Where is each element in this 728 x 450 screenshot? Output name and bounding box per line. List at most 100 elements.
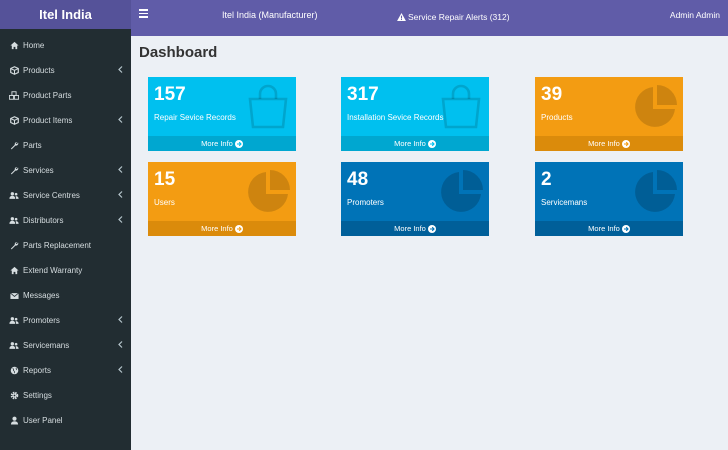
sidebar-item-label: Settings bbox=[23, 391, 52, 400]
warning-icon bbox=[397, 13, 406, 21]
sidebar-item-label: Products bbox=[23, 66, 55, 75]
pie-chart-icon bbox=[437, 168, 485, 221]
sidebar-item-label: Services bbox=[23, 166, 54, 175]
chevron-left-icon bbox=[118, 366, 123, 375]
wrench-icon bbox=[9, 141, 19, 151]
sidebar-item-label: Reports bbox=[23, 366, 52, 375]
user-icon bbox=[9, 416, 19, 426]
sidebar-item-extend-warranty[interactable]: Extend Warranty bbox=[0, 258, 131, 283]
sidebar-item-product-items[interactable]: Product Items bbox=[0, 108, 131, 133]
sidebar-item-label: Promoters bbox=[23, 316, 60, 325]
more-info-link[interactable]: More Info bbox=[148, 221, 296, 236]
sidebar-item-label: Product Items bbox=[23, 116, 73, 125]
sidebar-item-label: Distributors bbox=[23, 216, 64, 225]
arrow-circle-right-icon bbox=[234, 139, 243, 148]
cube-icon bbox=[9, 116, 19, 126]
stat-label: Products bbox=[541, 113, 573, 122]
arrow-circle-right-icon bbox=[427, 224, 436, 233]
wrench-icon bbox=[9, 166, 19, 176]
sidebar-item-home[interactable]: Home bbox=[0, 33, 131, 58]
stat-label: Promoters bbox=[347, 198, 384, 207]
sidebar-item-servicemans[interactable]: Servicemans bbox=[0, 333, 131, 358]
stat-box-repair: 157 Repair Sevice Records More Info bbox=[148, 77, 296, 151]
page-title: Dashboard bbox=[139, 44, 218, 61]
stat-label: Servicemans bbox=[541, 198, 588, 207]
sidebar-item-reports[interactable]: Reports bbox=[0, 358, 131, 383]
more-info-link[interactable]: More Info bbox=[535, 221, 683, 236]
alerts-label: Service Repair Alerts (312) bbox=[408, 12, 510, 22]
sidebar-item-products[interactable]: Products bbox=[0, 58, 131, 83]
sidebar-item-label: Home bbox=[23, 41, 45, 50]
home-icon bbox=[9, 266, 19, 276]
stat-label: Repair Sevice Records bbox=[154, 113, 236, 122]
brand-logo[interactable]: Itel India bbox=[0, 0, 131, 29]
arrow-circle-right-icon bbox=[621, 224, 630, 233]
sidebar-item-label: Parts bbox=[23, 141, 42, 150]
stat-box-installation: 317 Installation Sevice Records More Inf… bbox=[341, 77, 489, 151]
sidebar-item-messages[interactable]: Messages bbox=[0, 283, 131, 308]
more-info-link[interactable]: More Info bbox=[535, 136, 683, 151]
users-icon bbox=[9, 341, 19, 351]
sidebar-item-label: Messages bbox=[23, 291, 60, 300]
stat-box-users: 15 Users More Info bbox=[148, 162, 296, 236]
users-icon bbox=[9, 316, 19, 326]
stat-label: Users bbox=[154, 198, 175, 207]
stat-value: 317 bbox=[347, 84, 379, 105]
sidebar-item-service-centres[interactable]: Service Centres bbox=[0, 183, 131, 208]
arrow-circle-right-icon bbox=[427, 139, 436, 148]
shopping-bag-icon bbox=[437, 83, 485, 136]
stat-label: Installation Sevice Records bbox=[347, 113, 444, 122]
wrench-icon bbox=[9, 241, 19, 251]
sidebar-item-label: Service Centres bbox=[23, 191, 80, 200]
sidebar-item-services[interactable]: Services bbox=[0, 158, 131, 183]
arrow-circle-right-icon bbox=[234, 224, 243, 233]
user-menu[interactable]: Admin Admin bbox=[669, 10, 720, 20]
chevron-left-icon bbox=[118, 316, 123, 325]
sidebar-menu: Home Products Product Parts Product Items Pa… bbox=[0, 29, 131, 433]
envelope-icon bbox=[9, 291, 19, 301]
sidebar-item-promoters[interactable]: Promoters bbox=[0, 308, 131, 333]
stat-value: 39 bbox=[541, 84, 563, 105]
chevron-left-icon bbox=[118, 341, 123, 350]
more-info-link[interactable]: More Info bbox=[341, 221, 489, 236]
stat-value: 157 bbox=[154, 84, 186, 105]
sidebar-item-label: Servicemans bbox=[23, 341, 70, 350]
menu-toggle-icon[interactable] bbox=[139, 9, 148, 18]
globe-icon bbox=[9, 366, 19, 376]
shopping-bag-icon bbox=[244, 83, 292, 136]
chevron-left-icon bbox=[118, 166, 123, 175]
more-info-link[interactable]: More Info bbox=[148, 136, 296, 151]
sidebar-item-parts-replacement[interactable]: Parts Replacement bbox=[0, 233, 131, 258]
arrow-circle-right-icon bbox=[621, 139, 630, 148]
sidebar-item-label: Parts Replacement bbox=[23, 241, 92, 250]
more-info-link[interactable]: More Info bbox=[341, 136, 489, 151]
service-repair-alerts-link[interactable]: Service Repair Alerts (312) bbox=[397, 12, 510, 22]
main-content: Dashboard 157 Repair Sevice Records More… bbox=[131, 36, 728, 450]
chevron-left-icon bbox=[118, 191, 123, 200]
home-icon bbox=[9, 41, 19, 51]
stat-box-promoters: 48 Promoters More Info bbox=[341, 162, 489, 236]
gear-icon bbox=[9, 391, 19, 401]
users-icon bbox=[9, 191, 19, 201]
users-icon bbox=[9, 216, 19, 226]
pie-chart-icon bbox=[244, 168, 292, 221]
pie-chart-icon bbox=[631, 168, 679, 221]
stat-value: 2 bbox=[541, 169, 552, 190]
sidebar-item-settings[interactable]: Settings bbox=[0, 383, 131, 408]
sidebar-item-user-panel[interactable]: User Panel bbox=[0, 408, 131, 433]
sidebar-item-label: Extend Warranty bbox=[23, 266, 83, 275]
sidebar-item-label: Product Parts bbox=[23, 91, 72, 100]
sidebar-item-product-parts[interactable]: Product Parts bbox=[0, 83, 131, 108]
sidebar-item-label: User Panel bbox=[23, 416, 63, 425]
top-navbar: Itel India (Manufacturer) Service Repair… bbox=[131, 0, 728, 36]
stat-value: 48 bbox=[347, 169, 369, 190]
sidebar-item-parts[interactable]: Parts bbox=[0, 133, 131, 158]
stat-box-products: 39 Products More Info bbox=[535, 77, 683, 151]
stat-value: 15 bbox=[154, 169, 176, 190]
sidebar: Itel India Home Products Product Parts Prod… bbox=[0, 0, 131, 450]
sidebar-item-distributors[interactable]: Distributors bbox=[0, 208, 131, 233]
cubes-icon bbox=[9, 91, 19, 101]
chevron-left-icon bbox=[118, 216, 123, 225]
pie-chart-icon bbox=[631, 83, 679, 136]
stat-box-servicemans: 2 Servicemans More Info bbox=[535, 162, 683, 236]
